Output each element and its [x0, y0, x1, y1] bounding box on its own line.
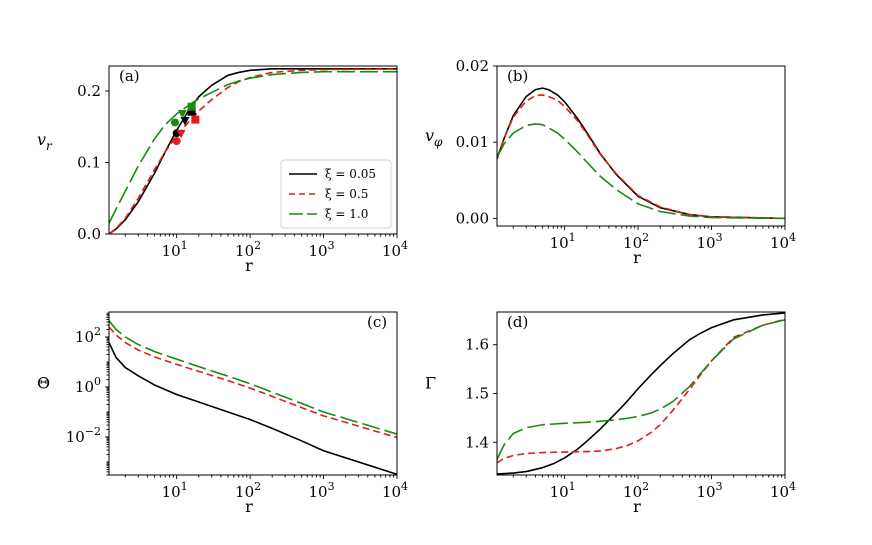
series-group [497, 312, 785, 475]
plot-frame [496, 65, 786, 227]
data-marker-triangle [176, 129, 186, 139]
y-tick-label: 10−2 [66, 425, 101, 446]
series-line-1 [497, 312, 785, 475]
x-tick-label: 102 [235, 239, 261, 260]
y-tick-label: 1.5 [465, 385, 489, 403]
series-group [109, 320, 397, 475]
x-tick-label: 104 [382, 480, 408, 501]
data-marker-triangle [180, 117, 190, 126]
x-tick-label: 103 [696, 231, 722, 252]
legend-label: ξ = 0.05 [325, 167, 376, 181]
panel-tag: (c) [367, 313, 387, 331]
x-tick-label: 104 [770, 480, 796, 501]
series-line-3 [497, 319, 785, 460]
series-line-1 [109, 68, 397, 234]
panel-tag: (d) [507, 313, 528, 331]
y-tick-label: 0.2 [77, 82, 101, 100]
legend-label: ξ = 1.0 [325, 207, 368, 221]
data-marker-circle [171, 118, 180, 127]
panel-tag: (b) [507, 67, 528, 85]
y-axis-label: Θ [37, 374, 50, 393]
y-tick-label: 0.00 [456, 209, 489, 227]
panel-d: 101 102 103 104 1.4 1.5 1.6 r Γ (d) [425, 311, 796, 516]
x-tick-label: 102 [235, 480, 261, 501]
y-tick-label: 0.0 [77, 225, 101, 243]
y-axis-label: Γ [425, 374, 436, 393]
series-line-3 [109, 320, 397, 435]
x-tick-label: 101 [550, 480, 576, 501]
legend-label: ξ = 0.5 [325, 187, 368, 201]
series-line-2 [109, 68, 397, 234]
x-tick-label: 103 [308, 480, 334, 501]
plot-frame [108, 65, 398, 235]
x-tick-label: 101 [550, 231, 576, 252]
panel-tag: (a) [119, 67, 140, 85]
series-line-1 [109, 342, 397, 475]
y-tick-label: 0.01 [456, 133, 489, 151]
y-axis-label: vr [37, 130, 53, 153]
x-tick-label: 104 [382, 239, 408, 260]
x-tick-label: 101 [162, 480, 188, 501]
y-tick-label: 102 [75, 325, 101, 346]
series-line-1 [497, 87, 785, 220]
series-line-2 [497, 318, 785, 464]
y-tick-label: 1.6 [465, 336, 489, 354]
x-tick-label: 101 [162, 239, 188, 260]
x-tick-label: 103 [308, 239, 334, 260]
y-tick-label: 100 [75, 375, 101, 396]
plot-frame [108, 311, 398, 476]
series-group [109, 68, 397, 234]
x-axis-label: r [633, 248, 641, 267]
x-tick-label: 102 [623, 480, 649, 501]
data-marker-square [187, 107, 196, 116]
legend: ξ = 0.05 ξ = 0.5 ξ = 1.0 [280, 159, 392, 229]
x-axis-label: r [633, 497, 641, 516]
y-axis-label: vφ [425, 126, 443, 149]
y-tick-label: 1.4 [465, 433, 489, 451]
data-marker-square [191, 115, 200, 124]
x-tick-label: 103 [696, 480, 722, 501]
data-marker-square [187, 102, 196, 111]
series-group [497, 87, 785, 220]
y-tick-label: 0.02 [456, 57, 489, 75]
plot-frame [496, 311, 786, 476]
data-marker-triangle [177, 109, 187, 119]
data-marker-circle [172, 137, 181, 146]
series-line-3 [109, 70, 397, 224]
x-tick-label: 102 [623, 231, 649, 252]
series-line-2 [109, 326, 397, 439]
x-axis-label: r [245, 497, 253, 516]
panel-b: 101 102 103 104 0.00 0.01 0.02 r vφ (b) [425, 57, 796, 267]
y-tick-label: 0.1 [77, 154, 101, 172]
x-tick-label: 104 [770, 231, 796, 252]
x-axis-label: r [245, 256, 253, 275]
series-line-2 [497, 94, 785, 220]
series-line-3 [497, 123, 785, 220]
